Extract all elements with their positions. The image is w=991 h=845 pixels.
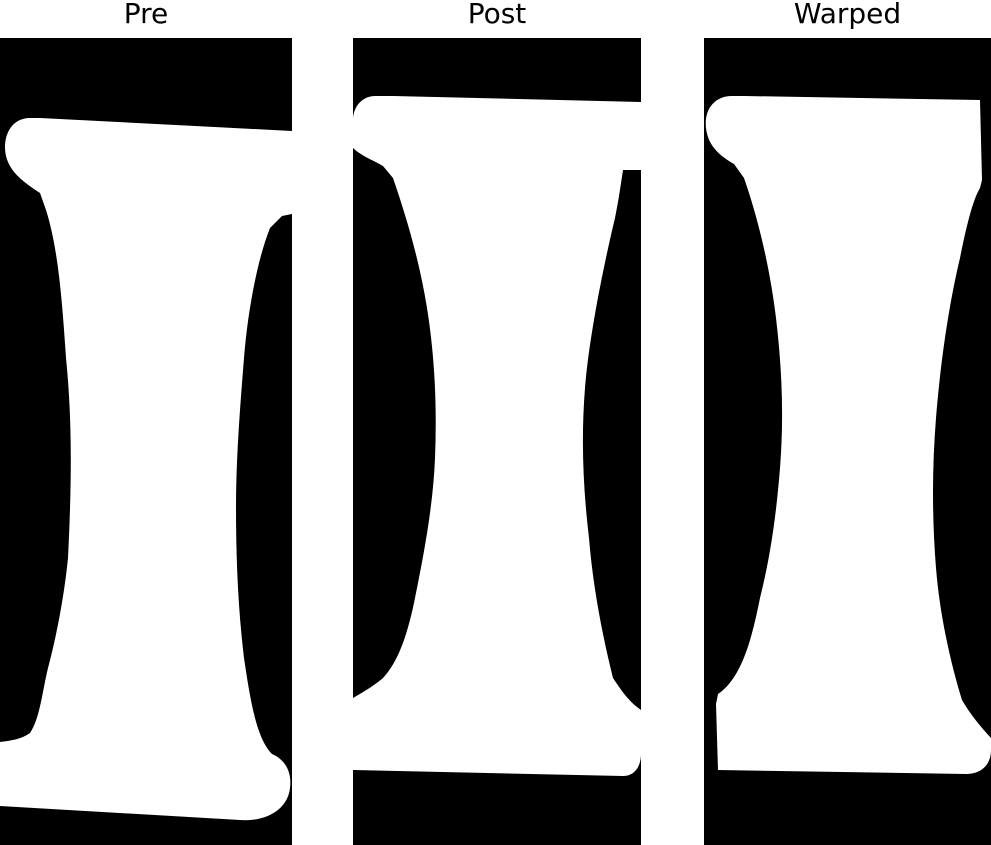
panel-pre: Pre: [0, 0, 292, 845]
panel-post: Post: [353, 0, 641, 845]
mask-image-post: [353, 38, 641, 845]
panel-warped: Warped: [704, 0, 991, 845]
panel-title: Warped: [793, 0, 902, 30]
panel-title: Pre: [123, 0, 169, 30]
mask-image-warped: [704, 38, 991, 845]
panel-title: Post: [467, 0, 527, 30]
mask-image-pre: [0, 38, 292, 845]
